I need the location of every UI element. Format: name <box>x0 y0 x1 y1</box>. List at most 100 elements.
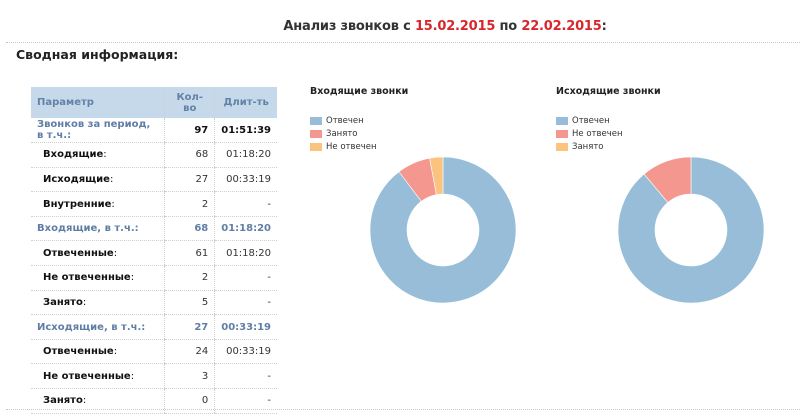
legend-swatch-icon <box>556 116 568 125</box>
row-count: 3 <box>164 363 215 390</box>
row-duration: 00:33:19 <box>214 167 277 193</box>
row-duration: - <box>214 290 277 316</box>
title-suffix: : <box>601 19 607 34</box>
table-row: Занято: 5- <box>31 290 277 316</box>
legend-item[interactable]: Не отвечен <box>556 127 786 140</box>
donut-slice[interactable] <box>617 156 765 304</box>
column-header-duration: Длит-ть <box>214 87 277 118</box>
legend-label: Отвечен <box>572 115 610 126</box>
table-row: Не отвеченные: 2- <box>31 265 277 291</box>
chart-title: Входящие звонки <box>310 86 409 97</box>
row-label-text: Звонков за период, в т.ч.: <box>37 119 151 142</box>
row-duration: 01:18:20 <box>214 240 277 267</box>
row-count: 2 <box>164 191 215 217</box>
row-label: Внутренние: <box>31 191 165 217</box>
row-duration: 00:33:19 <box>214 339 277 365</box>
row-label: Исходящие, в т.ч.: <box>31 314 165 340</box>
row-count: 2 <box>164 265 215 291</box>
row-duration: 01:51:39 <box>214 118 277 144</box>
legend-swatch-icon <box>556 129 568 138</box>
title-middle: по <box>495 19 522 34</box>
legend-item[interactable]: Занято <box>556 140 786 153</box>
label-colon: : <box>111 198 115 210</box>
outgoing-calls-chart: Исходящие звонки Отвечен Не отвечен Занято <box>556 86 786 153</box>
row-duration: - <box>214 265 277 291</box>
row-count: 5 <box>164 290 215 316</box>
row-label: Входящие: <box>31 142 165 168</box>
label-colon: : <box>82 395 87 407</box>
label-colon: : <box>130 272 135 284</box>
summary-table: Параметр Кол-во Длит-ть Звонков за перио… <box>31 87 277 414</box>
row-label-text: Не отвеченные <box>43 272 131 284</box>
legend-label: Занято <box>572 141 604 152</box>
legend-label: Занято <box>326 128 358 139</box>
row-label-text: Занято <box>43 296 83 308</box>
row-count: 61 <box>164 240 215 267</box>
incoming-calls-donut <box>369 156 517 304</box>
row-label: Звонков за период, в т.ч.: <box>31 118 165 144</box>
page-title: Анализ звонков с 15.02.2015 по 22.02.201… <box>0 19 800 34</box>
table-group-row: Входящие, в т.ч.: 68 01:18:20 <box>31 216 277 242</box>
row-count: 97 <box>164 118 215 144</box>
legend-item[interactable]: Занято <box>310 127 540 140</box>
row-label-text: Входящие <box>43 149 104 161</box>
table-header-row: Параметр Кол-во Длит-ть <box>31 87 277 118</box>
row-label-text: Отвеченные <box>43 346 114 358</box>
title-prefix: Анализ звонков с <box>283 19 415 34</box>
row-label-text: Входящие, в т.ч.: <box>37 223 139 235</box>
legend-item[interactable]: Отвечен <box>556 114 786 127</box>
row-label: Исходящие: <box>31 167 165 193</box>
date-to: 22.02.2015 <box>521 19 602 34</box>
row-label-text: Занято <box>43 395 83 407</box>
summary-title: Сводная информация: <box>16 47 179 62</box>
legend-label: Не отвечен <box>572 128 623 139</box>
row-label-text: Не отвеченные <box>43 370 131 382</box>
chart-legend: Отвечен Не отвечен Занято <box>556 114 786 153</box>
table-row: Не отвеченные: 3- <box>31 363 277 390</box>
table-row: Входящие: 68 01:18:20 <box>31 142 277 168</box>
row-duration: - <box>214 191 277 217</box>
legend-label: Не отвечен <box>326 141 377 152</box>
legend-swatch-icon <box>310 142 322 151</box>
label-colon: : <box>113 346 118 358</box>
row-count: 27 <box>164 167 215 193</box>
label-colon: : <box>109 173 114 185</box>
column-header-parameter: Параметр <box>31 87 165 118</box>
row-label: Не отвеченные: <box>31 363 165 390</box>
row-label: Отвеченные: <box>31 339 165 365</box>
incoming-calls-chart: Входящие звонки Отвечен Занято Не отвечен <box>310 86 540 153</box>
row-count: 68 <box>164 216 215 242</box>
row-duration: - <box>214 363 277 390</box>
row-label: Занято: <box>31 290 165 316</box>
chart-legend: Отвечен Занято Не отвечен <box>310 114 540 153</box>
column-header-count: Кол-во <box>164 87 215 118</box>
top-divider <box>6 42 800 43</box>
row-duration: 00:33:19 <box>214 314 277 340</box>
outgoing-calls-donut <box>617 156 765 304</box>
row-label-text: Внутренние <box>43 198 112 210</box>
label-colon: : <box>130 370 135 382</box>
table-group-row: Звонков за период, в т.ч.: 97 01:51:39 <box>31 118 277 144</box>
donut-slice[interactable] <box>643 156 692 203</box>
row-label: Входящие, в т.ч.: <box>31 216 165 242</box>
row-label-text: Отвеченные <box>43 247 114 259</box>
table-row: Отвеченные: 24 00:33:19 <box>31 339 277 365</box>
row-duration: 01:18:20 <box>214 142 277 168</box>
legend-label: Отвечен <box>326 115 364 126</box>
donut-slice[interactable] <box>429 156 444 195</box>
bottom-divider <box>6 409 800 410</box>
donut-slice[interactable] <box>369 156 517 304</box>
label-colon: : <box>113 247 118 259</box>
legend-swatch-icon <box>310 129 322 138</box>
row-label-text: Исходящие <box>43 173 110 185</box>
label-colon: : <box>82 296 87 308</box>
legend-swatch-icon <box>310 116 322 125</box>
label-colon: : <box>103 149 107 161</box>
row-count: 68 <box>164 142 215 168</box>
chart-title: Исходящие звонки <box>556 86 661 97</box>
table-row: Внутренние: 2- <box>31 191 277 217</box>
table-group-row: Исходящие, в т.ч.: 27 00:33:19 <box>31 314 277 340</box>
table-row: Исходящие: 27 00:33:19 <box>31 167 277 193</box>
legend-item[interactable]: Не отвечен <box>310 140 540 153</box>
legend-item[interactable]: Отвечен <box>310 114 540 127</box>
